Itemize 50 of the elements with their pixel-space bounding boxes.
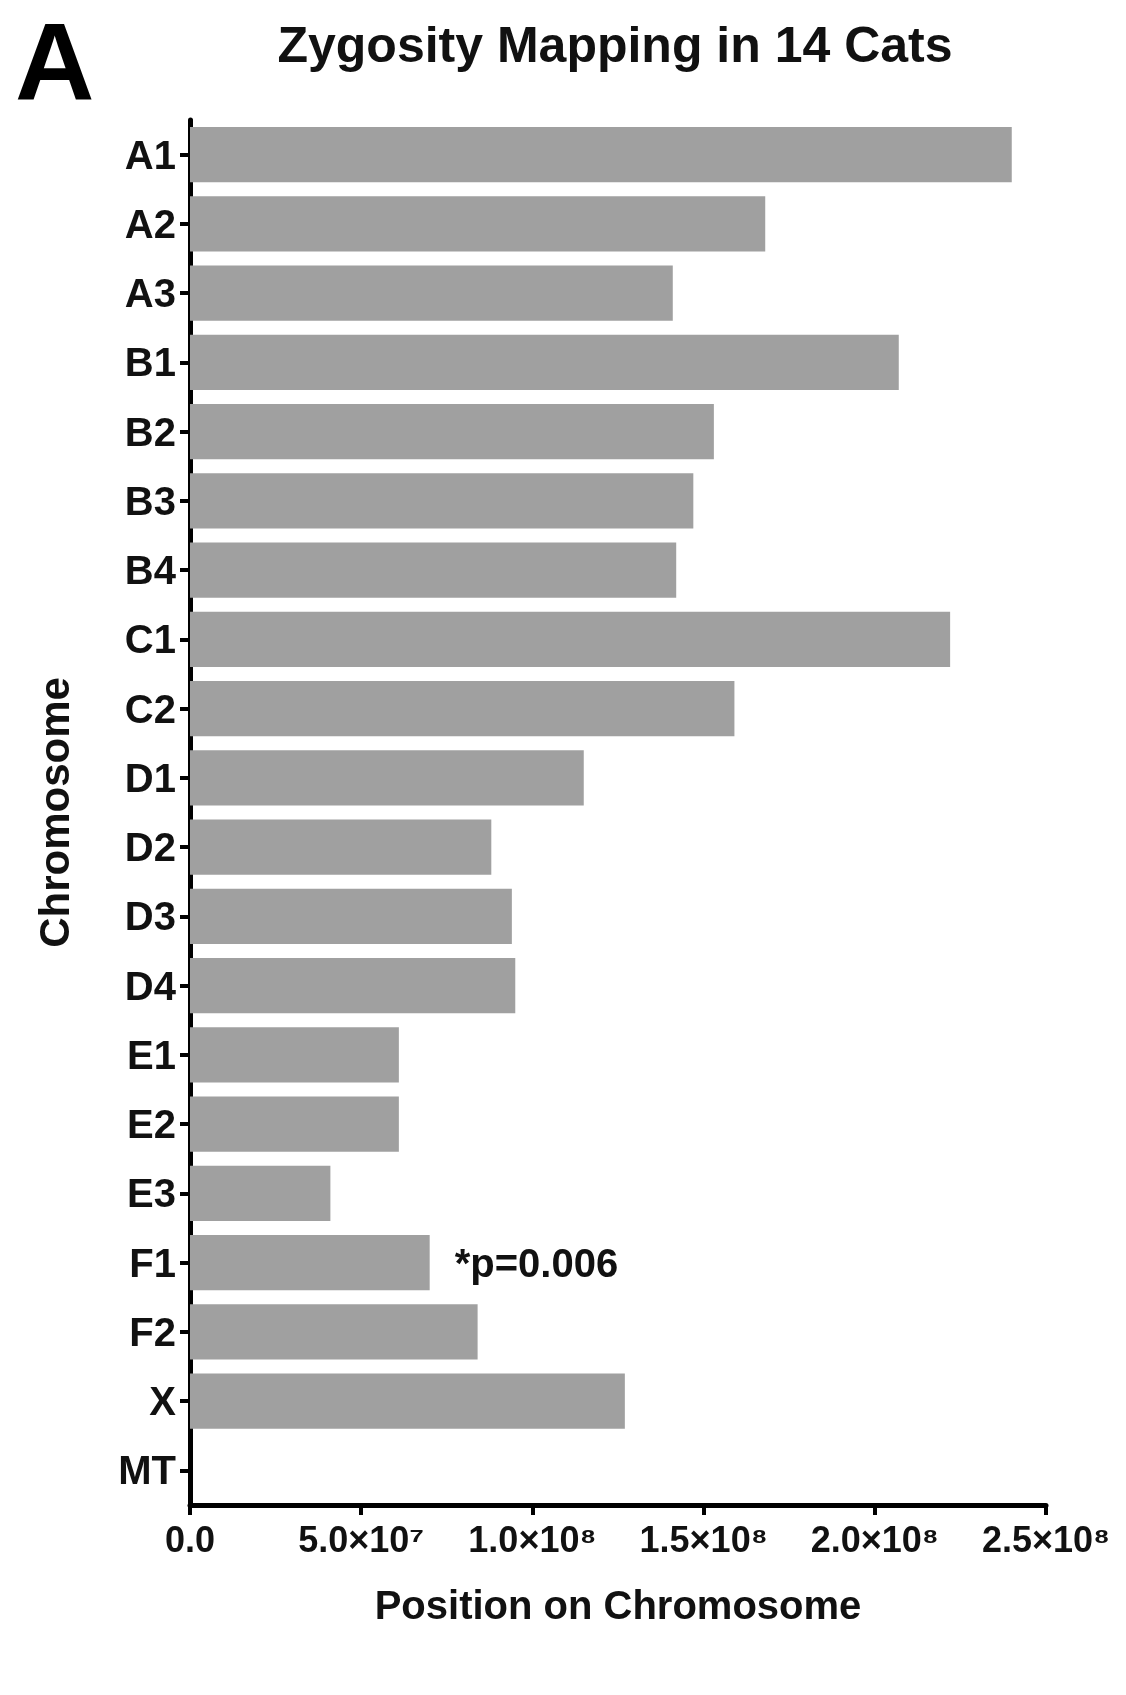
y-tick-label: X xyxy=(149,1379,177,1424)
y-tick-label: A1 xyxy=(124,132,176,177)
y-tick-label: E2 xyxy=(127,1102,176,1147)
chart-title: Zygosity Mapping in 14 Cats xyxy=(277,17,953,73)
y-axis-title: Chromosome xyxy=(30,677,78,948)
bar xyxy=(190,542,677,598)
annotation: *p=0.006 xyxy=(454,1240,619,1285)
bar xyxy=(190,265,673,321)
x-tick-label: 2.5×10⁸ xyxy=(981,1518,1111,1560)
bar xyxy=(190,1165,331,1222)
y-tick-label: D1 xyxy=(124,755,176,800)
y-tick-label: D2 xyxy=(124,825,176,870)
bar xyxy=(190,957,516,1014)
y-tick-label: F1 xyxy=(129,1240,176,1285)
y-tick-label: F2 xyxy=(129,1309,176,1354)
bar xyxy=(190,196,766,252)
x-tick-label: 0.0 xyxy=(164,1518,216,1560)
bar xyxy=(190,611,951,668)
bar xyxy=(190,888,512,945)
x-axis-title: Position on Chromosome xyxy=(374,1583,862,1627)
bar xyxy=(190,334,899,391)
bar xyxy=(190,1304,478,1360)
bar xyxy=(190,403,714,460)
y-tick-label: B1 xyxy=(124,340,176,385)
bar xyxy=(190,473,694,529)
y-tick-label: C2 xyxy=(124,686,176,731)
y-tick-label: A2 xyxy=(124,201,176,246)
bar xyxy=(190,1096,399,1152)
y-tick-label: B2 xyxy=(124,409,176,454)
x-tick-label: 1.5×10⁸ xyxy=(639,1518,768,1560)
y-tick-label: MT xyxy=(118,1448,176,1493)
y-tick-label: A3 xyxy=(124,271,176,316)
bar xyxy=(190,750,584,806)
x-tick-label: 2.0×10⁸ xyxy=(810,1518,939,1560)
y-tick-label: E1 xyxy=(127,1032,176,1077)
bar xyxy=(190,126,1012,183)
y-tick-label: B4 xyxy=(124,548,177,593)
y-tick-label: C1 xyxy=(124,617,176,662)
x-tick-label: 1.0×10⁸ xyxy=(468,1518,597,1560)
bar xyxy=(190,1234,430,1291)
y-tick-label: E3 xyxy=(127,1171,176,1216)
bar xyxy=(190,680,735,737)
bar xyxy=(190,1027,399,1083)
text: A xyxy=(15,0,95,122)
y-tick-label: D3 xyxy=(124,894,176,939)
y-tick-label: B3 xyxy=(124,478,176,523)
y-tick-label: D4 xyxy=(124,963,177,1008)
bar xyxy=(190,1373,625,1429)
bar xyxy=(190,819,492,875)
x-tick-label: 5.0×10⁷ xyxy=(298,1518,425,1560)
